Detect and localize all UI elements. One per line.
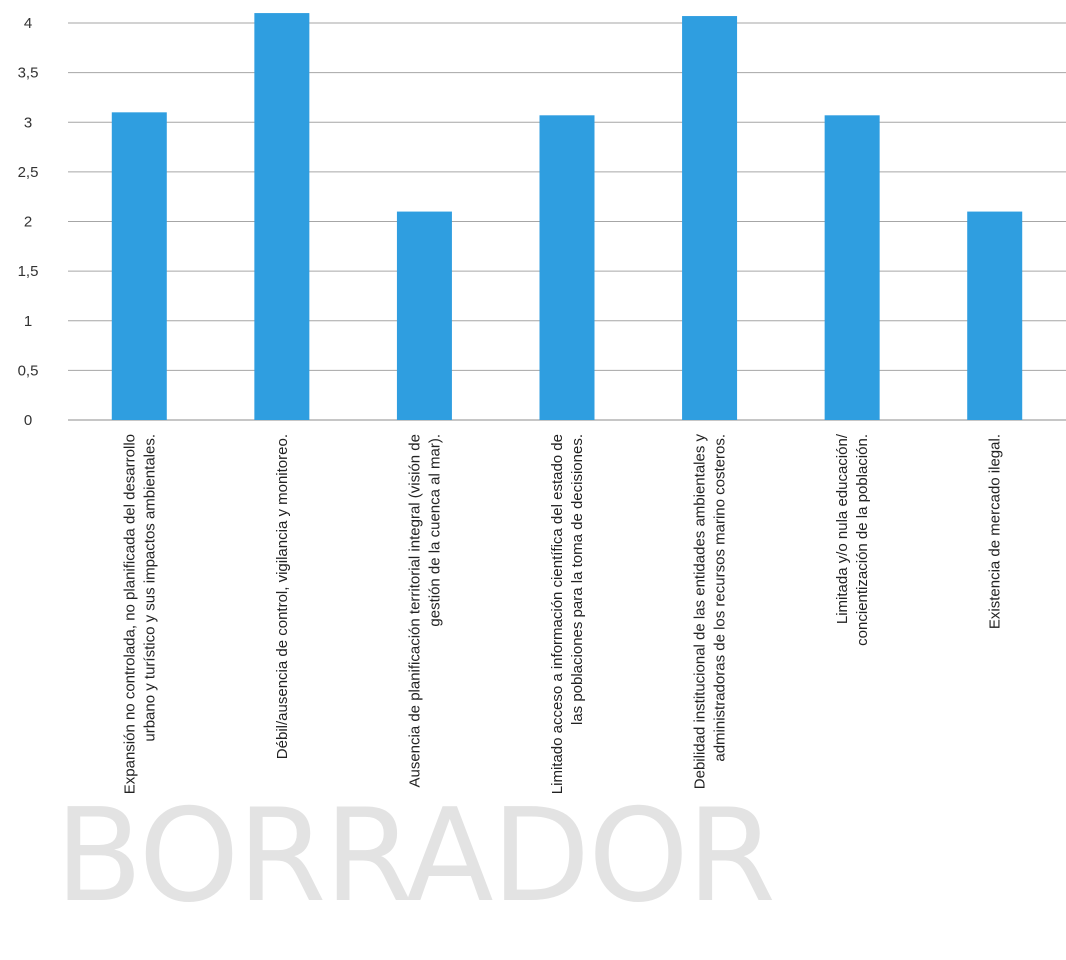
y-axis-ticks: 0 0,5 1 1,5 2 2,5 3 3,5 4 — [18, 15, 39, 429]
bar — [396, 211, 452, 420]
y-tick-label: 0,5 — [18, 362, 39, 379]
bars — [111, 13, 1023, 421]
x-tick-label-line: concientización de la población. — [854, 434, 871, 646]
x-tick-label-line: administradoras de los recursos marino c… — [712, 434, 729, 762]
x-axis-labels: Expansión no controlada, no planificada … — [121, 433, 1003, 794]
x-tick-label: Limitada y/o nula educación/concientizac… — [834, 433, 871, 646]
y-tick-label: 3 — [24, 114, 32, 131]
x-tick-label: Debilidad institucional de las entidades… — [692, 434, 729, 790]
x-tick-label-line: gestión de la cuenca al mar). — [426, 434, 443, 627]
y-tick-label: 3,5 — [18, 65, 39, 82]
y-tick-label: 0 — [24, 412, 32, 429]
x-tick-label-line: Débil/ausencia de control, vigilancia y … — [274, 434, 291, 759]
y-tick-label: 2 — [24, 214, 32, 231]
x-tick-label: Expansión no controlada, no planificada … — [121, 434, 158, 794]
x-tick-label-line: Limitada y/o nula educación/ — [834, 433, 851, 624]
x-tick-label-line: Debilidad institucional de las entidades… — [692, 434, 709, 790]
x-tick-label: Limitado acceso a información científica… — [549, 434, 586, 794]
bar — [967, 211, 1023, 420]
y-tick-label: 1,5 — [18, 263, 39, 280]
bar — [824, 115, 880, 421]
bar — [539, 115, 595, 421]
bar — [682, 16, 738, 421]
bar — [111, 112, 167, 420]
y-tick-label: 1 — [24, 313, 32, 330]
x-tick-label-line: Ausencia de planificación territorial in… — [406, 434, 423, 788]
x-tick-label-line: Limitado acceso a información científica… — [549, 434, 566, 794]
x-tick-label-line: las poblaciones para la toma de decision… — [569, 434, 586, 725]
x-tick-label-line: Existencia de mercado ilegal. — [987, 434, 1004, 629]
y-tick-label: 2,5 — [18, 164, 39, 181]
y-tick-label: 4 — [24, 15, 32, 32]
x-tick-label: Ausencia de planificación territorial in… — [406, 434, 443, 788]
x-tick-label: Existencia de mercado ilegal. — [987, 434, 1004, 629]
x-tick-label-line: Expansión no controlada, no planificada … — [121, 434, 138, 794]
watermark: BORRADOR — [55, 782, 774, 931]
x-tick-label: Débil/ausencia de control, vigilancia y … — [274, 434, 291, 759]
bar — [254, 13, 310, 420]
x-tick-label-line: urbano y turístico y sus impactos ambien… — [141, 434, 158, 742]
